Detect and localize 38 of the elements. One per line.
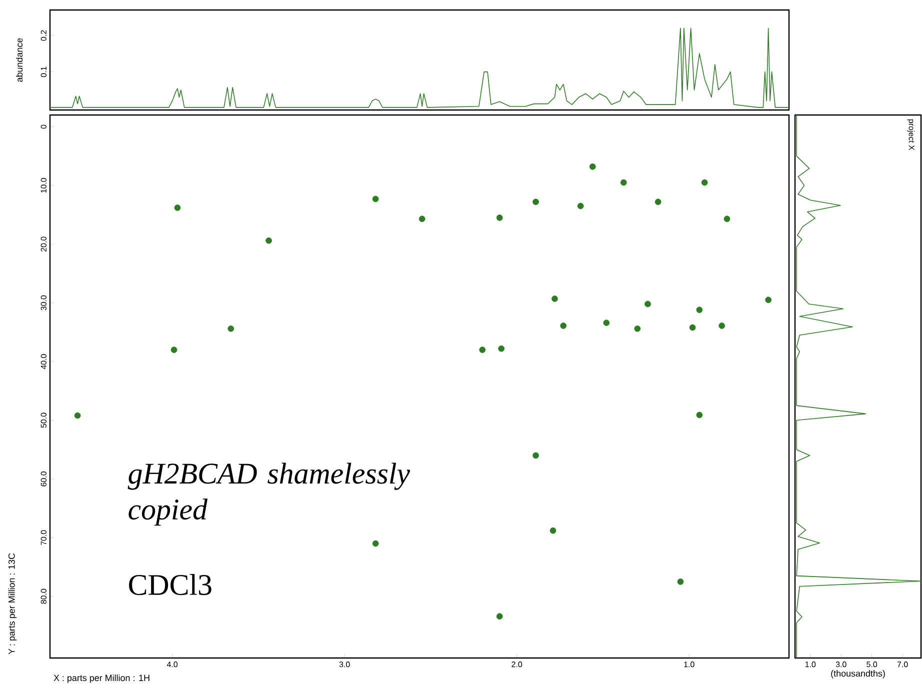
point <box>74 412 81 419</box>
point <box>644 300 651 308</box>
annotation: CDCl3 <box>129 574 212 596</box>
point <box>689 324 696 331</box>
point <box>677 578 684 585</box>
point <box>696 306 703 314</box>
point <box>552 296 558 302</box>
y-axis-title: Y : parts per Million : 13C <box>8 553 17 654</box>
point <box>496 613 503 620</box>
point <box>577 202 584 210</box>
y-axis-title: abundance <box>16 38 23 82</box>
point <box>498 345 505 352</box>
point <box>532 198 539 206</box>
point <box>589 163 596 170</box>
point <box>170 346 178 353</box>
point <box>603 320 610 326</box>
point <box>532 452 539 459</box>
point <box>620 179 627 186</box>
point <box>701 179 708 186</box>
point <box>765 296 772 304</box>
point <box>479 346 486 353</box>
point <box>560 322 567 329</box>
point <box>418 216 426 222</box>
annotation: gH2BCAD shamelessly copied <box>128 462 410 526</box>
x-axis-title: X : parts per Million : 1H <box>54 674 150 683</box>
point <box>550 527 556 534</box>
point <box>174 204 181 211</box>
point <box>228 325 234 332</box>
point <box>654 198 662 206</box>
x-axis-title: (thousandths) <box>831 670 885 678</box>
point <box>634 325 641 332</box>
point <box>724 216 730 222</box>
point <box>266 237 272 244</box>
point <box>372 196 379 202</box>
point <box>696 412 703 418</box>
point <box>496 214 503 221</box>
point <box>718 322 726 329</box>
point <box>372 540 379 547</box>
